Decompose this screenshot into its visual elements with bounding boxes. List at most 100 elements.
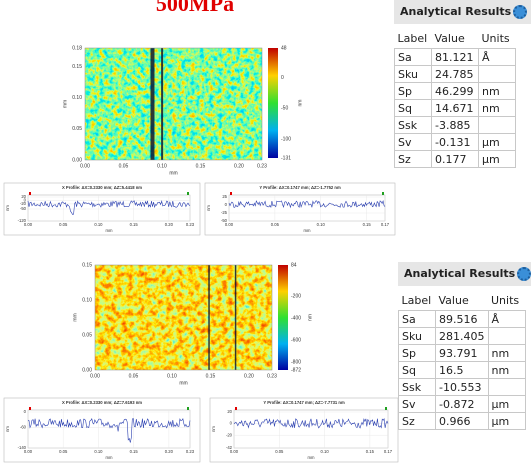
heatmap-frame (84, 47, 263, 161)
x-tick-label: 0.20 (234, 163, 244, 169)
table-cell: 46.299 (431, 82, 479, 100)
results-panel: Analytical Results Label Value Units Sa 81.12… (394, 0, 531, 168)
results-header: Analytical Results (398, 262, 531, 286)
x-tick-label: 0.23 (186, 222, 195, 227)
colorbar-label: -131 (281, 155, 291, 161)
x-axis-label: mm (179, 380, 187, 386)
table-row: Sku 24.785 (394, 65, 516, 83)
x-tick-label: 0.05 (59, 222, 68, 227)
table-row: Sv -0.872 µm (398, 395, 526, 413)
x-tick-label: 0.00 (24, 449, 33, 454)
x-tick-label: 0.05 (271, 222, 280, 227)
table-cell: 281.405 (435, 327, 489, 345)
colorbar-label: 48 (281, 45, 287, 51)
table-cell: µm (478, 133, 516, 151)
table-cell: 16.5 (435, 361, 489, 379)
y-axis-label: nm (206, 205, 211, 211)
profile-line (233, 418, 389, 429)
x-tick-label: 0.23 (186, 449, 195, 454)
y-tick-label: -20 (226, 432, 233, 437)
table-cell: Sa (394, 48, 432, 66)
table-cell: Å (478, 48, 516, 66)
colorbar-label: 84 (291, 262, 297, 268)
y-tick-label: 0 (225, 202, 228, 207)
scratch-stripe (234, 265, 237, 370)
y-tick-label: 25 (222, 194, 227, 199)
table-cell: Sv (394, 133, 432, 151)
profile-plot (233, 409, 389, 449)
x-tick-label: 0.23 (257, 163, 267, 169)
table-cell: nm (487, 344, 526, 362)
table-cell: µm (487, 412, 526, 430)
profile-plot (27, 409, 191, 449)
x-tick-label: 0.00 (230, 449, 239, 454)
x-tick-label: 0.05 (129, 373, 139, 379)
results-table: Label Value Units Sa 89.516 Å Sku 281.405 Sp 93.7… (398, 290, 526, 430)
gear-icon (513, 5, 528, 19)
y-tick-label: -42 (226, 445, 233, 450)
x-tick-label: 0.00 (80, 163, 90, 169)
column-header: Units (491, 293, 520, 307)
x-tick-label: 0.15 (366, 449, 375, 454)
colorbar-label: -100 (281, 136, 291, 142)
x-tick-label: 0.15 (196, 163, 206, 169)
x-axis-label: mm (106, 455, 113, 460)
x-tick-label: 0.10 (321, 449, 330, 454)
y-axis-label: mm (62, 100, 68, 108)
table-cell: Å (487, 310, 526, 328)
results-title: Analytical Results (404, 267, 516, 280)
gear-icon (517, 267, 531, 281)
x-tick-label: 0.23 (267, 373, 277, 379)
column-header: Value (434, 31, 465, 45)
header-row: Label Value Units (395, 28, 516, 49)
y-axis-label: mm (72, 313, 78, 321)
marker-m (187, 192, 189, 195)
x-tick-label: 0.15 (130, 222, 139, 227)
colorbar-label: -50 (281, 106, 288, 112)
x-axis-label: mm (308, 455, 315, 460)
heatmap-image (85, 48, 262, 160)
colorbar-label: -400 (291, 315, 301, 321)
x-tick-label: 0.10 (317, 222, 326, 227)
x-tick-label: 0.10 (167, 373, 177, 379)
y-tick-label: 0 (24, 198, 27, 203)
profile-line (27, 200, 191, 215)
results-header: Analytical Results (394, 0, 531, 24)
heatmap-image (95, 265, 272, 370)
table-cell: -3.885 (431, 116, 479, 134)
colorbar-label: -872 (291, 367, 301, 373)
profile-title: X Profile: ΔX=0.2330 mm; ΔZ=7.6193 nm (62, 400, 142, 405)
table-cell: Sv (398, 395, 436, 413)
column-header: Label (397, 31, 428, 45)
y-tick-label: 0.15 (72, 64, 82, 70)
x-tick-label: 0.15 (206, 373, 216, 379)
x-tick-label: 0.20 (244, 373, 254, 379)
table-cell: 93.791 (435, 344, 489, 362)
marker-r (230, 192, 232, 195)
colorbar-label: -600 (291, 337, 301, 343)
y-tick-label: -120 (18, 218, 27, 223)
table-cell: Sku (398, 327, 436, 345)
column-header: Label (401, 293, 432, 307)
y-tick-label: 0.15 (82, 262, 92, 268)
x-tick-label: 0.20 (165, 222, 174, 227)
table-cell: 89.516 (435, 310, 489, 328)
x-tick-label: 0.05 (275, 449, 284, 454)
table-cell: 14.671 (431, 99, 479, 117)
table-cell: Sz (398, 412, 436, 430)
y-tick-label: -50 (221, 218, 228, 223)
y-tick-label: 20 (21, 194, 26, 199)
table-row: Ssk -3.885 (394, 116, 516, 134)
table-row: Sq 16.5 nm (398, 361, 526, 379)
colorbar-label: -200 (291, 294, 301, 300)
marker-m (385, 407, 387, 410)
x-tick-label: 0.17 (384, 449, 393, 454)
table-cell: µm (478, 150, 516, 168)
table-cell: Ssk (394, 116, 432, 134)
x-axis-label: mm (106, 228, 113, 233)
figure-title: 500MPa (155, 0, 235, 16)
x-tick-label: 0.00 (225, 222, 234, 227)
table-cell: 24.785 (431, 65, 479, 83)
y-tick-label: 0.18 (72, 45, 82, 51)
scratch-stripe (208, 265, 210, 370)
